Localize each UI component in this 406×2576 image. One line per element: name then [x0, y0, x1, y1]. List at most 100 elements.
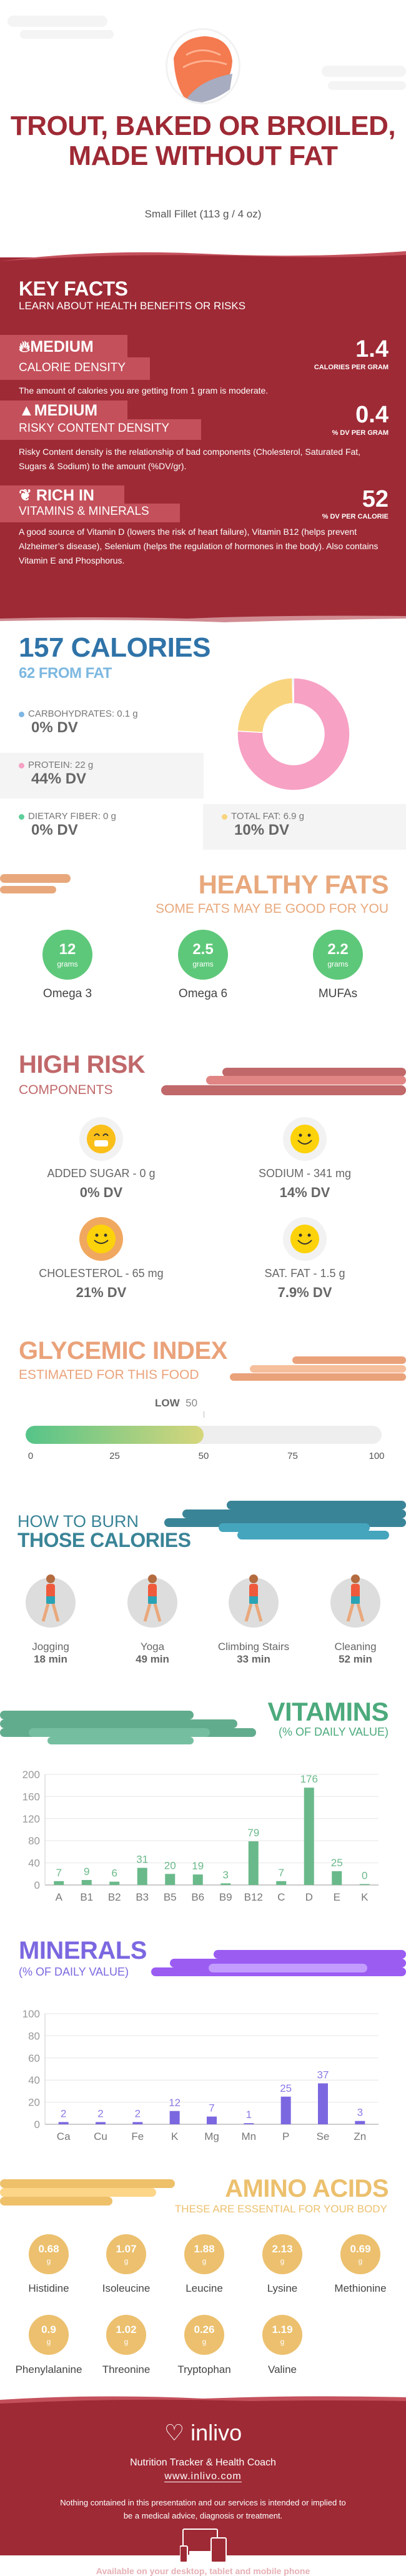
- donut-slice-total-fat: [237, 677, 294, 734]
- vitamins-value: 52: [362, 486, 389, 512]
- calorie-density-value: 1.4: [355, 336, 389, 362]
- sodium-dv: 14% DV: [279, 1185, 330, 1200]
- amino-label: Threonine: [102, 2364, 151, 2375]
- healthy-fats-subtitle: SOME FATS MAY BE GOOD FOR YOU: [155, 902, 389, 916]
- decorative-cloud: [250, 1365, 406, 1373]
- smiley-face-icon: [283, 1117, 327, 1161]
- amino-value-isoleucine: 1.07 g: [106, 2234, 146, 2274]
- decorative-cloud: [0, 2197, 112, 2206]
- decorative-cloud: [0, 886, 56, 893]
- risky-density-description: Risky Content density is the relationshi…: [19, 447, 361, 471]
- sat-fat-dv: 7.9% DV: [277, 1285, 332, 1300]
- activity-yoga: Yoga 49 min: [102, 1641, 202, 1666]
- footer-disclaimer: Nothing contained in this presentation a…: [60, 2498, 346, 2520]
- glycemic-value-label: LOW 50: [155, 1397, 198, 1409]
- amino-value-valine: 1.19 g: [262, 2315, 302, 2355]
- vitamins-badge-top: [0, 485, 124, 504]
- calorie-density-unit: CALORIES PER GRAM: [314, 364, 389, 371]
- decorative-cloud: [0, 874, 71, 883]
- cholesterol-label: CHOLESTEROL - 65 mg: [39, 1267, 164, 1280]
- yoga-icon: [127, 1574, 177, 1628]
- vitamins-title: VITAMINS: [267, 1697, 389, 1726]
- inlivo-logo[interactable]: ♡ inlivo: [164, 2420, 242, 2445]
- macro-carbohydrates: CARBOHYDRATES: 0.1 g 0% DV: [19, 709, 138, 737]
- mineral-value-label: 2: [135, 2107, 141, 2119]
- wave-divider: [0, 614, 406, 622]
- decorative-cloud: [161, 1085, 406, 1095]
- calories-title: 157 CALORIES: [19, 632, 210, 663]
- mineral-value-label: 7: [209, 2102, 214, 2114]
- vitamin-bar-b3: [137, 1867, 147, 1885]
- amino-value-tryptophan: 0.26 g: [184, 2315, 224, 2355]
- mineral-value-label: 3: [357, 2107, 363, 2119]
- activity-name: Yoga: [140, 1641, 165, 1653]
- amino-label: Valine: [268, 2364, 297, 2375]
- calorie-density-label: CALORIE DENSITY: [19, 361, 126, 374]
- decorative-cloud: [227, 1501, 406, 1509]
- mineral-bar-p: [280, 2096, 291, 2124]
- activity-name: Jogging: [32, 1641, 69, 1653]
- mineral-category-label: Ca: [57, 2131, 71, 2142]
- footer-availability: Available on your desktop, tablet and mo…: [96, 2566, 310, 2576]
- heart-leaf-icon: ♡: [164, 2420, 185, 2445]
- vitamin-category-label: B3: [136, 1891, 149, 1903]
- macro-donut-chart: [237, 677, 350, 791]
- vitamin-category-label: B1: [80, 1891, 93, 1903]
- omega6-value: 2.5 grams: [178, 930, 228, 980]
- footer-url-link[interactable]: www.inlivo.com: [164, 2471, 242, 2482]
- mineral-bar-mg: [207, 2116, 217, 2124]
- mineral-value-label: 2: [97, 2107, 103, 2119]
- activity-time: 49 min: [136, 1653, 169, 1665]
- calories-from-fat: 62 FROM FAT: [19, 665, 112, 682]
- mineral-bar-se: [318, 2083, 328, 2124]
- y-tick-label: 100: [22, 2008, 40, 2020]
- amino-value-leucine: 1.88 g: [184, 2234, 224, 2274]
- donut-slice-protein: [237, 677, 350, 791]
- y-tick-label: 60: [28, 2052, 40, 2064]
- mineral-category-label: Cu: [94, 2131, 107, 2142]
- vitamin-value-label: 176: [300, 1773, 318, 1785]
- fiber-legend-dot: [19, 813, 24, 820]
- vitamin-value-label: 3: [223, 1869, 229, 1881]
- vitamin-value-label: 7: [56, 1867, 62, 1879]
- decorative-cloud: [0, 1719, 237, 1728]
- mineral-bar-zn: [355, 2121, 365, 2124]
- decorative-cloud: [7, 16, 107, 27]
- glycemic-tick-label: 25: [109, 1451, 120, 1461]
- vitamin-category-label: B2: [108, 1891, 121, 1903]
- activity-cleaning: Cleaning 52 min: [305, 1641, 405, 1666]
- glycemic-tick-label: 100: [369, 1451, 385, 1461]
- warning-icon: ▲: [19, 402, 34, 419]
- decorative-cloud: [182, 1509, 406, 1518]
- vitamin-bar-b6: [192, 1874, 203, 1885]
- decorative-cloud: [222, 1068, 406, 1077]
- vitamin-bar-e: [332, 1871, 342, 1885]
- vitamins-subtitle: (% OF DAILY VALUE): [278, 1726, 389, 1738]
- decorative-cloud: [292, 1356, 406, 1364]
- macro-protein: PROTEIN: 22 g 44% DV: [19, 760, 93, 788]
- vitamin-value-label: 9: [84, 1866, 89, 1877]
- y-tick-label: 80: [28, 2030, 40, 2042]
- mineral-category-label: P: [282, 2131, 289, 2142]
- decorative-cloud: [0, 1711, 194, 1719]
- activity-time: 52 min: [339, 1653, 372, 1665]
- smiley-face-icon: [79, 1217, 123, 1261]
- amino-value-lysine: 2.13 g: [262, 2234, 302, 2274]
- mineral-category-label: Zn: [354, 2131, 366, 2142]
- vitamins-badge-bottom: [0, 504, 180, 522]
- activity-climbing-stairs: Climbing Stairs 33 min: [204, 1641, 304, 1666]
- vitamin-bar-b1: [81, 1880, 92, 1885]
- glycemic-subtitle: ESTIMATED FOR THIS FOOD: [19, 1368, 199, 1382]
- amino-label: Tryptophan: [177, 2364, 231, 2375]
- vitamin-category-label: D: [305, 1891, 313, 1903]
- wave-divider: [0, 2396, 406, 2406]
- amino-label: Methionine: [334, 2282, 387, 2294]
- calorie-density-badge-top: [0, 335, 127, 357]
- glycemic-bar: [26, 1426, 382, 1444]
- decorative-cloud: [219, 1523, 370, 1532]
- vitamin-bar-c: [276, 1881, 287, 1885]
- risky-density-value: 0.4: [355, 402, 389, 428]
- decorative-cloud: [209, 1964, 367, 1972]
- risky-density-badge-top: [0, 400, 127, 419]
- decorative-cloud: [237, 1531, 389, 1539]
